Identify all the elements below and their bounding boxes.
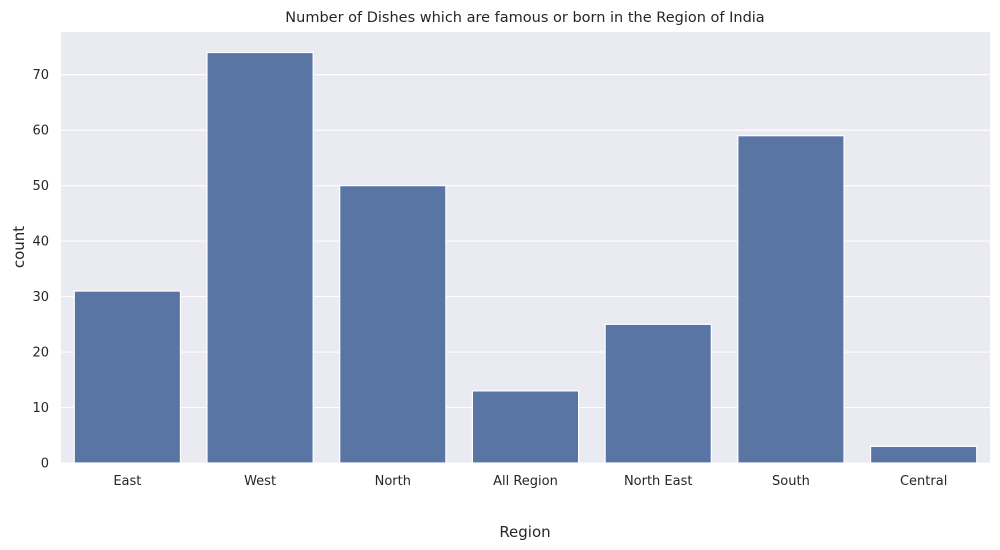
bar: [737, 135, 845, 464]
bar: [471, 390, 580, 464]
y-tick-label: 10: [32, 401, 49, 416]
y-tick-label: 20: [32, 346, 49, 361]
bar: [339, 185, 447, 464]
bar: [869, 445, 978, 464]
bar: [73, 290, 182, 464]
x-axis-label: Region: [499, 523, 550, 541]
y-tick-label: 0: [41, 457, 49, 472]
y-tick-label: 70: [32, 68, 49, 83]
y-tick-labels: 0 10 20 30 40 50 60 70: [32, 68, 49, 471]
bar: [604, 323, 712, 464]
x-tick-labels: East West North All Region North East South Ce…: [113, 474, 947, 489]
x-tick-label: All Region: [493, 474, 558, 489]
y-tick-label: 30: [32, 290, 49, 305]
bar: [206, 51, 314, 464]
y-tick-label: 60: [32, 124, 49, 139]
chart-title: Number of Dishes which are famous or bor…: [285, 10, 764, 26]
y-axis-label: count: [10, 226, 28, 268]
bars: [73, 51, 978, 464]
y-tick-label: 50: [32, 179, 49, 194]
x-tick-label: West: [244, 474, 276, 489]
x-tick-label: East: [113, 474, 141, 489]
x-tick-label: North East: [624, 474, 693, 489]
y-tick-label: 40: [32, 235, 49, 250]
x-tick-label: North: [375, 474, 411, 489]
x-tick-label: South: [772, 474, 810, 489]
x-tick-label: Central: [900, 474, 947, 489]
